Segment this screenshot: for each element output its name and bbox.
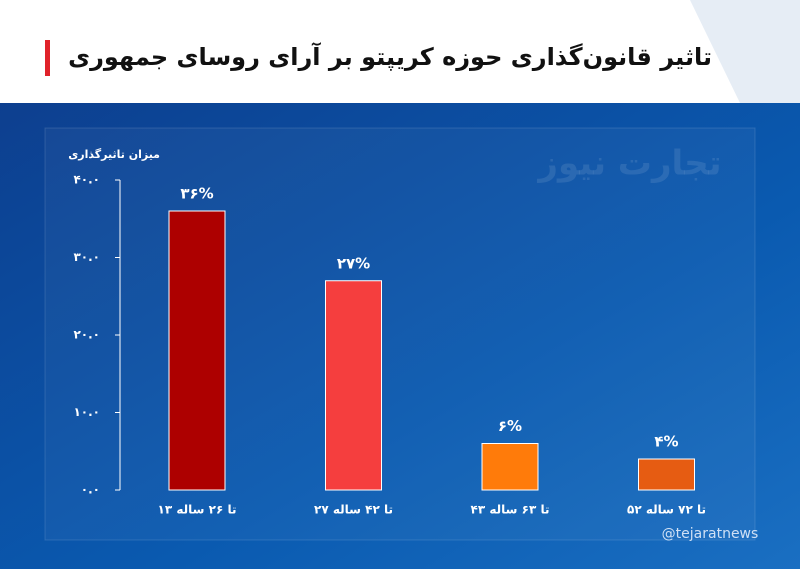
value-label: ۲۷%	[337, 254, 370, 272]
y-tick-label: ۰.۰	[81, 483, 100, 497]
y-tick-label: ۲۰.۰	[73, 328, 100, 342]
x-tick-label: ۲۷ تا ۴۲ ساله	[314, 503, 393, 517]
watermark: تجارت نیوز	[536, 144, 721, 184]
value-label: ۶%	[498, 417, 522, 435]
y-tick-label: ۴۰.۰	[73, 173, 100, 187]
bar	[481, 443, 539, 491]
chart-title: تاثیر قانون‌گذاری حوزه کریپتو بر آرای رو…	[68, 42, 712, 71]
bar	[168, 210, 226, 491]
x-tick-label: ۵۲ تا ۷۲ ساله	[627, 503, 706, 517]
y-tick-label: ۳۰.۰	[73, 250, 100, 264]
handle: @tejaratnews	[662, 526, 759, 542]
value-label: ۳۶%	[180, 185, 213, 203]
header	[0, 0, 800, 103]
bar	[325, 280, 382, 491]
panel	[0, 103, 800, 569]
title-accent	[45, 40, 50, 76]
plot-panel	[44, 127, 756, 541]
y-tick-label: ۱۰.۰	[73, 405, 100, 419]
bar	[638, 458, 695, 491]
y-axis-label: میزان تاثیرگذاری	[68, 148, 160, 161]
x-tick-label: ۱۳ تا ۲۶ ساله	[158, 503, 237, 517]
x-tick-label: ۴۳ تا ۶۳ ساله	[471, 503, 550, 517]
header-decor	[690, 0, 800, 103]
value-label: ۴%	[654, 433, 678, 451]
